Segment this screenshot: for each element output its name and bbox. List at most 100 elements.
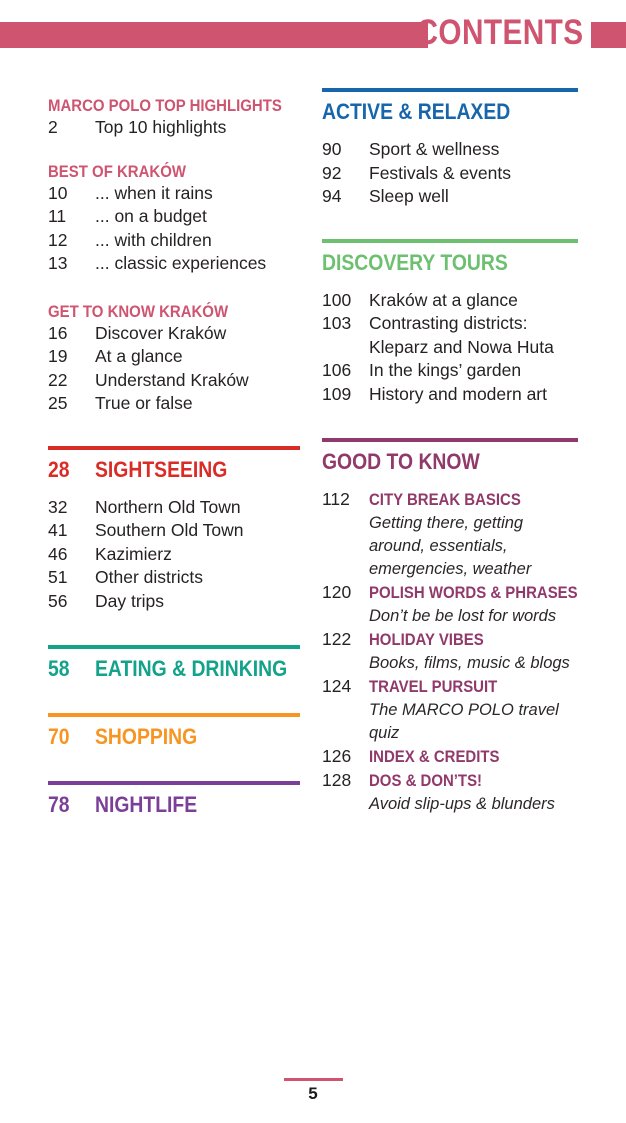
entry-page-number: 32 [48,496,68,517]
toc-row: 56 Day trips [48,590,300,614]
section-items: 100 Kraków at a glance 103 Contrasting d… [322,289,578,407]
chapter-rule [48,713,300,717]
entry-label: Kazimierz [95,543,172,564]
entry-label: Understand Kraków [95,369,249,390]
entry-page-number: 112 [322,489,350,509]
entry-label: Contrasting districts: Kleparz and Nowa … [369,313,554,357]
toc-row: 2 Top 10 highlights [48,116,300,140]
chapter-heading: 58 EATING & DRINKING [48,657,300,681]
entry-label: In the kings’ garden [369,360,522,380]
header-rule-right [591,22,626,48]
entry-title-text: TRAVEL PURSUIT [369,677,498,696]
section-heading-text: ACTIVE & RELAXED [322,99,511,124]
entry-page-number: 11 [48,206,67,226]
chapter-rule [48,645,300,649]
entry-page-number: 13 [48,253,68,273]
entry-page-number: 90 [322,139,342,159]
toc-row: 100 Kraków at a glance [322,289,578,313]
chapter-rule [48,445,300,450]
chapter-title: NIGHTLIFE [95,792,198,817]
toc-row: 41 Southern Old Town [48,519,300,543]
entry-title-text: DOS & DON’TS! [369,771,483,790]
entry-description: Getting there, getting around, essential… [369,514,532,578]
section-get-to-know-krakow: GET TO KNOW KRAKÓW 16 Discover Kraków 19… [48,302,300,416]
toc-entry: 126 INDEX & CREDITS [322,745,578,769]
toc-entry: 122 HOLIDAY VIBES Books, films, music & … [322,628,578,675]
entry-page-number: 124 [322,676,352,696]
entry-page-number: 46 [48,543,68,564]
entry-label: ... when it rains [95,182,213,203]
chapter-heading: 28 SIGHTSEEING [48,457,300,482]
toc-row: 25 True or false [48,392,300,416]
chapter-page-number-text: 78 [48,792,70,817]
entry-page-number: 51 [48,567,68,587]
toc-entry: 120 POLISH WORDS & PHRASES Don’t be be l… [322,581,578,628]
entry-page-number: 103 [322,313,352,333]
entry-label: ... on a budget [95,206,207,226]
toc-row: 46 Kazimierz [48,543,300,567]
entry-label: Southern Old Town [95,520,244,540]
page-number: 5 [308,1084,318,1103]
section-marco-polo-top-highlights: MARCO POLO TOP HIGHLIGHTS 2 Top 10 highl… [48,96,300,140]
section-heading: GET TO KNOW KRAKÓW [48,302,300,322]
right-column: ACTIVE & RELAXED 90 Sport & wellness 92 … [322,88,578,816]
left-column: MARCO POLO TOP HIGHLIGHTS 2 Top 10 highl… [48,90,300,817]
chapter-page-number-text: 58 [48,656,70,681]
entry-label: True or false [95,393,193,413]
entry-title: DOS & DON’TS! [369,771,497,790]
toc-entry: 112 CITY BREAK BASICS Getting there, get… [322,488,578,581]
entry-title: POLISH WORDS & PHRASES [369,583,606,602]
entry-page-number: 109 [322,383,352,404]
entry-title: HOLIDAY VIBES [369,630,499,649]
chapter-title: EATING & DRINKING [95,656,288,681]
toc-entry: 124 TRAVEL PURSUIT The MARCO POLO travel… [322,675,578,745]
chapter-rule [48,781,300,785]
entry-page-number: 25 [48,393,68,413]
entry-title-text: POLISH WORDS & PHRASES [369,583,578,602]
toc-row: 103 Contrasting districts: Kleparz and N… [322,312,578,359]
entry-page-number: 126 [322,746,352,766]
header-rule-left [0,22,428,48]
entry-title: INDEX & CREDITS [369,747,517,766]
entry-label: Sport & wellness [369,139,500,159]
toc-row: 90 Sport & wellness [322,138,578,162]
toc-row: 22 Understand Kraków [48,369,300,393]
entry-page-number: 22 [48,369,68,390]
toc-row: 10 ... when it rains [48,182,300,206]
entry-label: Kraków at a glance [369,289,518,310]
entry-description: Avoid slip-ups & blunders [369,795,555,813]
entry-label: Day trips [95,590,165,611]
entry-label: Top 10 highlights [95,117,227,137]
entry-title-text: HOLIDAY VIBES [369,630,484,649]
section-good-to-know: GOOD TO KNOW 112 CITY BREAK BASICS Getti… [322,438,578,816]
entry-page-number: 56 [48,590,68,611]
entry-page-number: 122 [322,629,352,649]
entry-title: TRAVEL PURSUIT [369,677,515,696]
chapter-page-number: 78 [48,793,95,817]
chapter-eating-drinking: 58 EATING & DRINKING [48,645,300,681]
toc-row: 19 At a glance [48,345,300,369]
entry-title: CITY BREAK BASICS [369,490,542,509]
section-heading-text: BEST OF KRAKÓW [48,161,186,181]
toc-row: 94 Sleep well [322,185,578,209]
entry-description: Don’t be be lost for words [369,607,557,625]
section-items: 90 Sport & wellness 92 Festivals & event… [322,138,578,209]
section-rule [322,438,578,442]
section-heading-text: GOOD TO KNOW [322,449,480,474]
entry-page-number: 41 [48,520,68,540]
chapter-page-number: 58 [48,657,95,681]
chapter-title: SHOPPING [95,724,198,749]
toc-row: 32 Northern Old Town [48,496,300,520]
toc-entry: 128 DOS & DON’TS! Avoid slip-ups & blund… [322,769,578,816]
toc-row: 109 History and modern art [322,383,578,407]
page-title: CONTENTS [415,13,583,52]
entry-label: Festivals & events [369,162,511,183]
section-rule [322,238,578,243]
section-active-relaxed: ACTIVE & RELAXED 90 Sport & wellness 92 … [322,88,578,209]
toc-row: 92 Festivals & events [322,162,578,186]
entry-label: ... classic experiences [95,253,267,273]
entry-page-number: 2 [48,117,58,137]
section-entries: 112 CITY BREAK BASICS Getting there, get… [322,488,578,816]
chapter-heading: 70 SHOPPING [48,725,300,749]
